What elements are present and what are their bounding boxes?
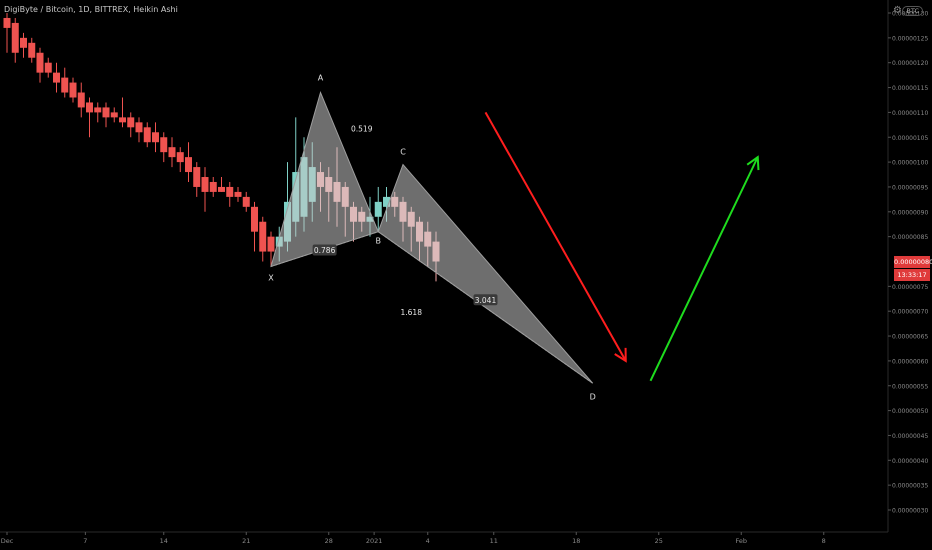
pattern-triangle-bcd [377,163,594,384]
price-tick-label: 0.00000030 [892,508,928,515]
ratio-box [312,244,337,256]
arrows [484,111,760,382]
candle-body [374,201,382,217]
grid [0,0,889,533]
last-price-label: 0.00000080 [894,256,932,268]
price-tick-label: 0.00000105 [892,135,928,142]
candle-body [152,132,159,143]
price-tick-label: 0.00000090 [892,209,928,216]
candle-body [176,152,184,163]
price-tick-label: 0.00000070 [892,309,928,316]
time-tick-label: Dec [1,537,14,545]
price-tick-label: 0.00000065 [892,334,928,341]
price-tick-label: 0.00000120 [892,60,928,67]
time-tick-label: 25 [655,537,663,545]
pattern-point-label: X [268,273,274,282]
candle-body [44,62,52,73]
pattern-ratio-label: 0.786 [314,246,336,255]
gear-icon[interactable]: ⚙ [893,5,902,16]
bearish-arrow-shaft [484,111,627,362]
candle-body [3,17,11,28]
time-tick-label: 21 [242,537,250,545]
candle-body [53,72,60,83]
candle-body [193,167,201,187]
price-tick-label: 0.00000100 [892,160,928,167]
currency-badge[interactable]: BTC [902,6,923,16]
time-tick-label: 2021 [366,537,383,545]
price-tick-label: 0.00000060 [892,358,928,365]
chart-title: DigiByte / Bitcoin, 1D, BITTREX, Heikin … [4,5,178,14]
time-tick-label: 7 [83,537,87,545]
time-tick-label: 18 [572,537,580,545]
price-tick-label: 0.00000110 [892,110,928,117]
time-tick-label: 4 [426,537,430,545]
candle-body [86,102,93,113]
price-tick-label: 0.00000045 [892,433,928,440]
pattern-ratio-label: 0.519 [351,124,373,133]
pattern-point-label: B [376,237,382,246]
candle-body [143,127,151,143]
candle-body [11,22,19,53]
price-tick-label: 0.00000050 [892,408,928,415]
candle-body [242,196,250,207]
time-tick-label: 28 [325,537,333,545]
harmonic-pattern: X A B C D 0.519 0.786 1.618 3.041 [268,74,596,402]
candle-body [94,107,102,113]
candle-body [201,177,209,192]
time-tick-label: 11 [490,537,498,545]
pattern-point-label: D [590,392,596,401]
candles [3,13,440,282]
candle-body [127,117,135,128]
price-tick-label: 0.00000035 [892,483,928,490]
price-tick-label: 0.00000095 [892,184,928,191]
pattern-point-label: A [318,74,324,83]
candle-body [168,147,176,158]
candle-body [234,191,242,197]
candle-body [77,92,85,108]
pattern-ratio-label: 3.041 [475,296,497,305]
candle-body [36,52,44,73]
candle-body [226,186,234,197]
price-axis: 0.00000130 0.00000125 0.00000120 0.00000115… [888,11,928,515]
ratio-box [473,294,498,306]
bullish-arrow-head [746,155,760,171]
candle-body [160,137,168,153]
time-tick-label: 14 [160,537,168,545]
candle-body [102,107,110,118]
candle-body [267,236,275,252]
pattern-point-label: C [400,148,406,157]
countdown-label: 13:33:17 [894,269,930,281]
candle-body [135,122,143,133]
bullish-arrow-shaft [649,156,759,382]
candle-body [69,82,77,98]
candle-body [20,37,27,48]
time-axis: Dec 7 14 21 28 2021 4 11 18 25 Feb 8 [1,532,826,545]
candle-body [383,196,390,207]
candle-body [209,181,217,192]
time-tick-label: Feb [735,537,747,545]
price-tick-label: 0.00000040 [892,458,928,465]
candle-body [259,221,267,252]
bearish-arrow-head [614,347,627,363]
time-tick-label: 8 [822,537,826,545]
candle-body [28,42,36,58]
price-tick-label: 0.00000075 [892,284,928,291]
candle-body [185,157,192,173]
candle-body [119,117,126,123]
price-tick-label: 0.00000130 [892,11,928,18]
price-tick-label: 0.00000125 [892,35,928,42]
price-tick-label: 0.00000115 [892,85,928,92]
price-tick-label: 0.00000055 [892,383,928,390]
candle-body [218,186,225,192]
candle-body [61,77,69,93]
candle-body [251,206,258,232]
pattern-ratio-label: 1.618 [401,308,423,317]
candle-body [110,112,118,118]
price-tick-label: 0.00000085 [892,234,928,241]
